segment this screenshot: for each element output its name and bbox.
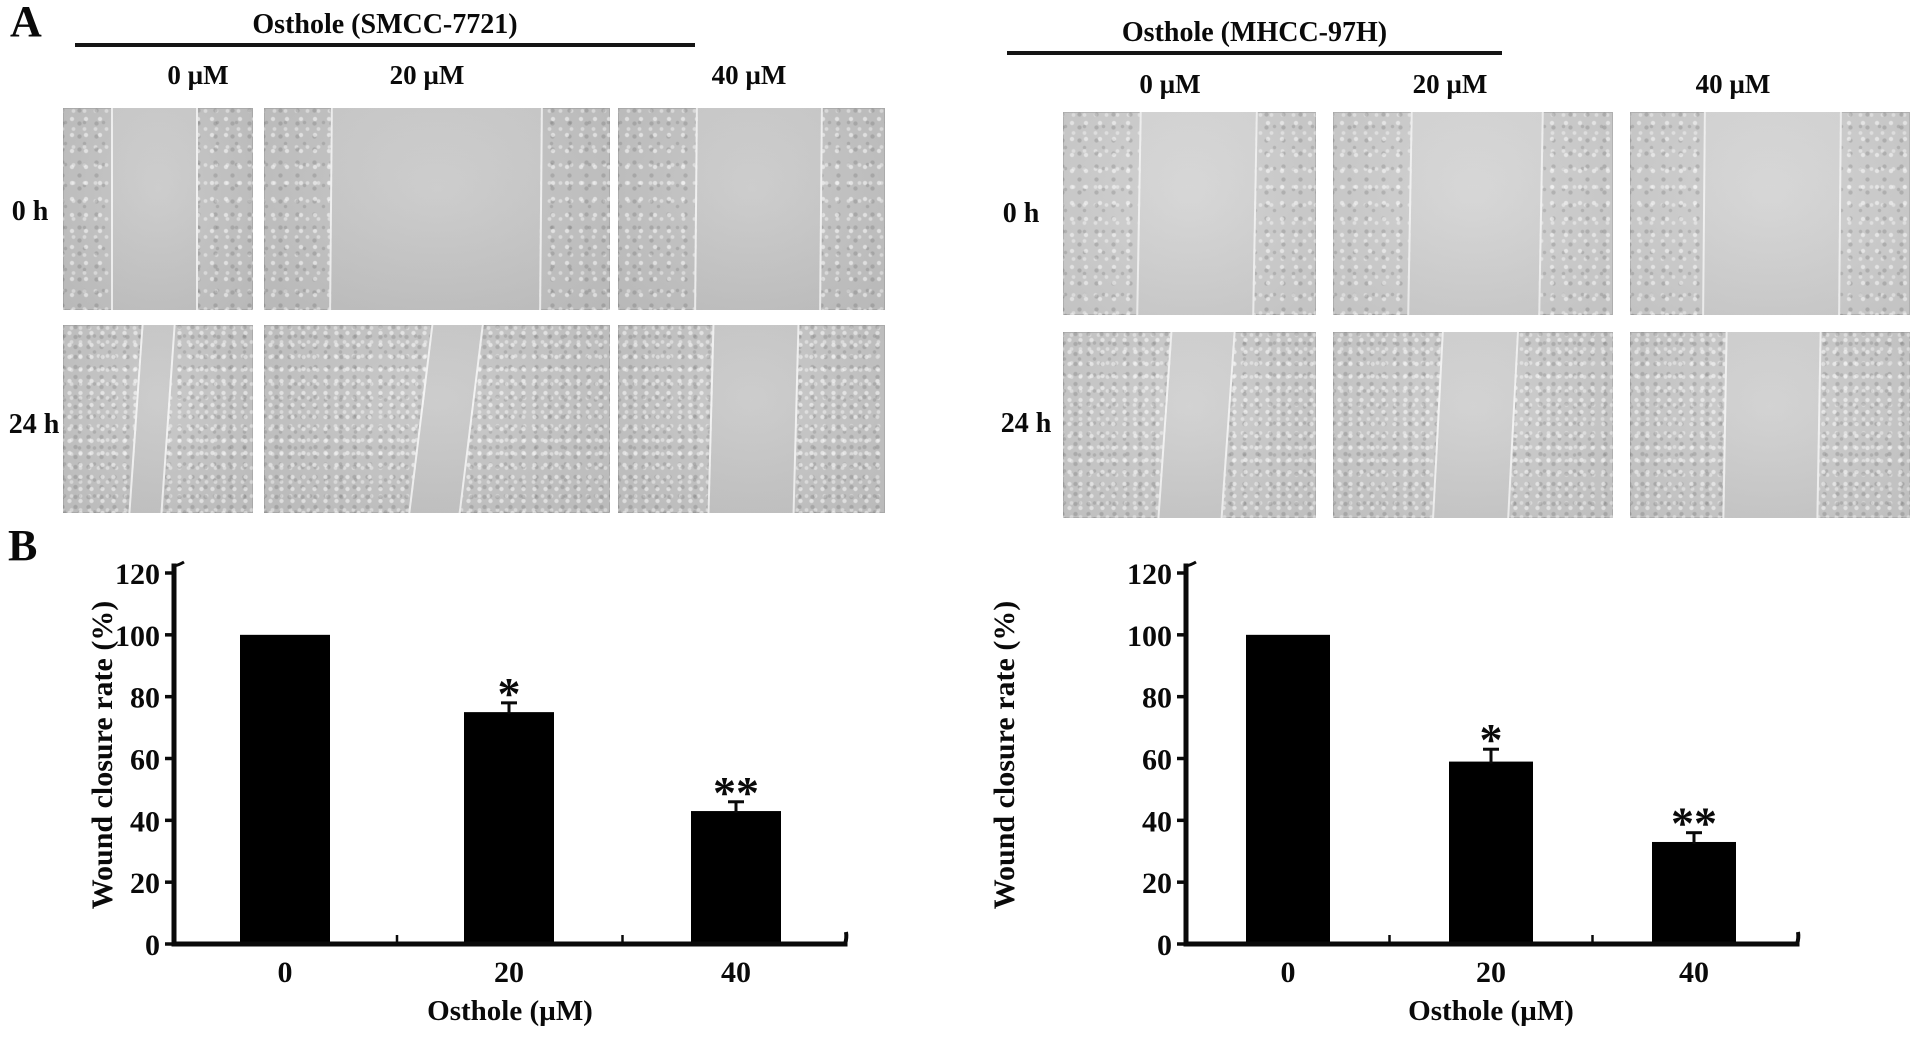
- y-tick-label-0: 0: [1157, 929, 1172, 962]
- row-label-mhcc-24h: 24 h: [1000, 408, 1052, 439]
- y-tick-label-0: 0: [145, 929, 160, 962]
- micrograph-vignette: [1630, 332, 1910, 518]
- bar-40um: [1652, 841, 1736, 944]
- significance-marker: *: [1480, 714, 1503, 765]
- significance-marker: **: [713, 767, 759, 818]
- micrograph-vignette: [1063, 112, 1316, 315]
- row-label-mhcc-0h: 0 h: [1002, 198, 1040, 229]
- micrograph-mhcc-97h-20µm-0h: [1333, 112, 1613, 315]
- bar-0um: [1246, 634, 1330, 944]
- column-label-smcc-20um: 20 µM: [389, 60, 465, 90]
- micrograph-smcc-7721-40µm-0h: [618, 108, 885, 310]
- bar-20um: [464, 712, 554, 944]
- x-tick-label-0: 0: [1281, 956, 1296, 989]
- y-axis-top-hook: [173, 560, 185, 568]
- micrograph-vignette: [1333, 112, 1613, 315]
- micrograph-vignette: [63, 325, 253, 513]
- micrograph-vignette: [264, 325, 610, 513]
- micrograph-smcc-7721-0µm-24h: [63, 325, 253, 513]
- x-axis-end-hook: [843, 931, 849, 945]
- micrograph-vignette: [264, 108, 610, 310]
- y-tick-label-120: 120: [115, 558, 160, 591]
- y-tick-label-60: 60: [1142, 744, 1172, 777]
- group-title-mhcc-97h: Osthole (MHCC-97H): [1121, 17, 1388, 48]
- y-tick-label-20: 20: [130, 867, 160, 900]
- scratch-wound-gap: [110, 108, 199, 310]
- group-title-smcc-7721: Osthole (SMCC-7721): [252, 9, 518, 40]
- column-label-mhcc-0um: 0 µM: [1139, 69, 1201, 99]
- y-tick-label-100: 100: [1127, 620, 1172, 653]
- column-label-smcc-40um: 40 µM: [711, 60, 787, 90]
- micrograph-mhcc-97h-0µm-24h: [1063, 332, 1316, 518]
- micrograph-vignette: [63, 108, 253, 310]
- y-tick-label-100: 100: [115, 620, 160, 653]
- column-label-mhcc-40um: 40 µM: [1695, 69, 1771, 99]
- micrograph-mhcc-97h-0µm-0h: [1063, 112, 1316, 315]
- group-title-underline-right: [1007, 51, 1502, 55]
- y-tick-label-20: 20: [1142, 867, 1172, 900]
- y-tick-label-80: 80: [130, 682, 160, 715]
- micrograph-smcc-7721-40µm-24h: [618, 325, 885, 513]
- y-tick-label-60: 60: [130, 744, 160, 777]
- row-label-smcc-24h: 24 h: [8, 409, 60, 440]
- bar-40um: [691, 811, 781, 944]
- group-title-underline-left: [75, 43, 695, 47]
- significance-marker: **: [1671, 798, 1717, 849]
- micrograph-vignette: [1063, 332, 1316, 518]
- x-tick-label-20: 20: [1476, 956, 1506, 989]
- micrograph-mhcc-97h-40µm-0h: [1630, 112, 1910, 315]
- micrograph-smcc-7721-20µm-0h: [264, 108, 610, 310]
- y-tick-label-40: 40: [130, 805, 160, 838]
- x-axis-label: Osthole (µM): [1408, 995, 1574, 1027]
- bar-0um: [240, 634, 330, 944]
- micrograph-vignette: [618, 325, 885, 513]
- x-tick-label-40: 40: [1679, 956, 1709, 989]
- x-axis-label: Osthole (µM): [427, 995, 593, 1027]
- micrograph-mhcc-97h-20µm-24h: [1333, 332, 1613, 518]
- y-tick-label-40: 40: [1142, 805, 1172, 838]
- y-tick-label-80: 80: [1142, 682, 1172, 715]
- column-label-smcc-0um: 0 µM: [167, 60, 229, 90]
- x-axis-end-hook: [1795, 931, 1801, 945]
- y-axis-top-hook: [1185, 560, 1197, 568]
- x-tick-label-40: 40: [721, 956, 751, 989]
- micrograph-vignette: [618, 108, 885, 310]
- micrograph-smcc-7721-20µm-24h: [264, 325, 610, 513]
- bar-20um: [1449, 761, 1533, 944]
- panel-a-label: A: [10, 0, 42, 46]
- x-tick-label-0: 0: [278, 956, 293, 989]
- row-label-smcc-0h: 0 h: [11, 196, 49, 227]
- x-tick-label-20: 20: [494, 956, 524, 989]
- column-label-mhcc-20um: 20 µM: [1412, 69, 1488, 99]
- y-axis-label: Wound closure rate (%): [86, 601, 119, 910]
- y-tick-label-120: 120: [1127, 558, 1172, 591]
- micrograph-vignette: [1630, 112, 1910, 315]
- significance-marker: *: [498, 668, 521, 719]
- micrograph-vignette: [1333, 332, 1613, 518]
- panel-b-label: B: [8, 521, 38, 570]
- y-axis-label: Wound closure rate (%): [988, 601, 1021, 910]
- micrograph-mhcc-97h-40µm-24h: [1630, 332, 1910, 518]
- micrograph-smcc-7721-0µm-0h: [63, 108, 253, 310]
